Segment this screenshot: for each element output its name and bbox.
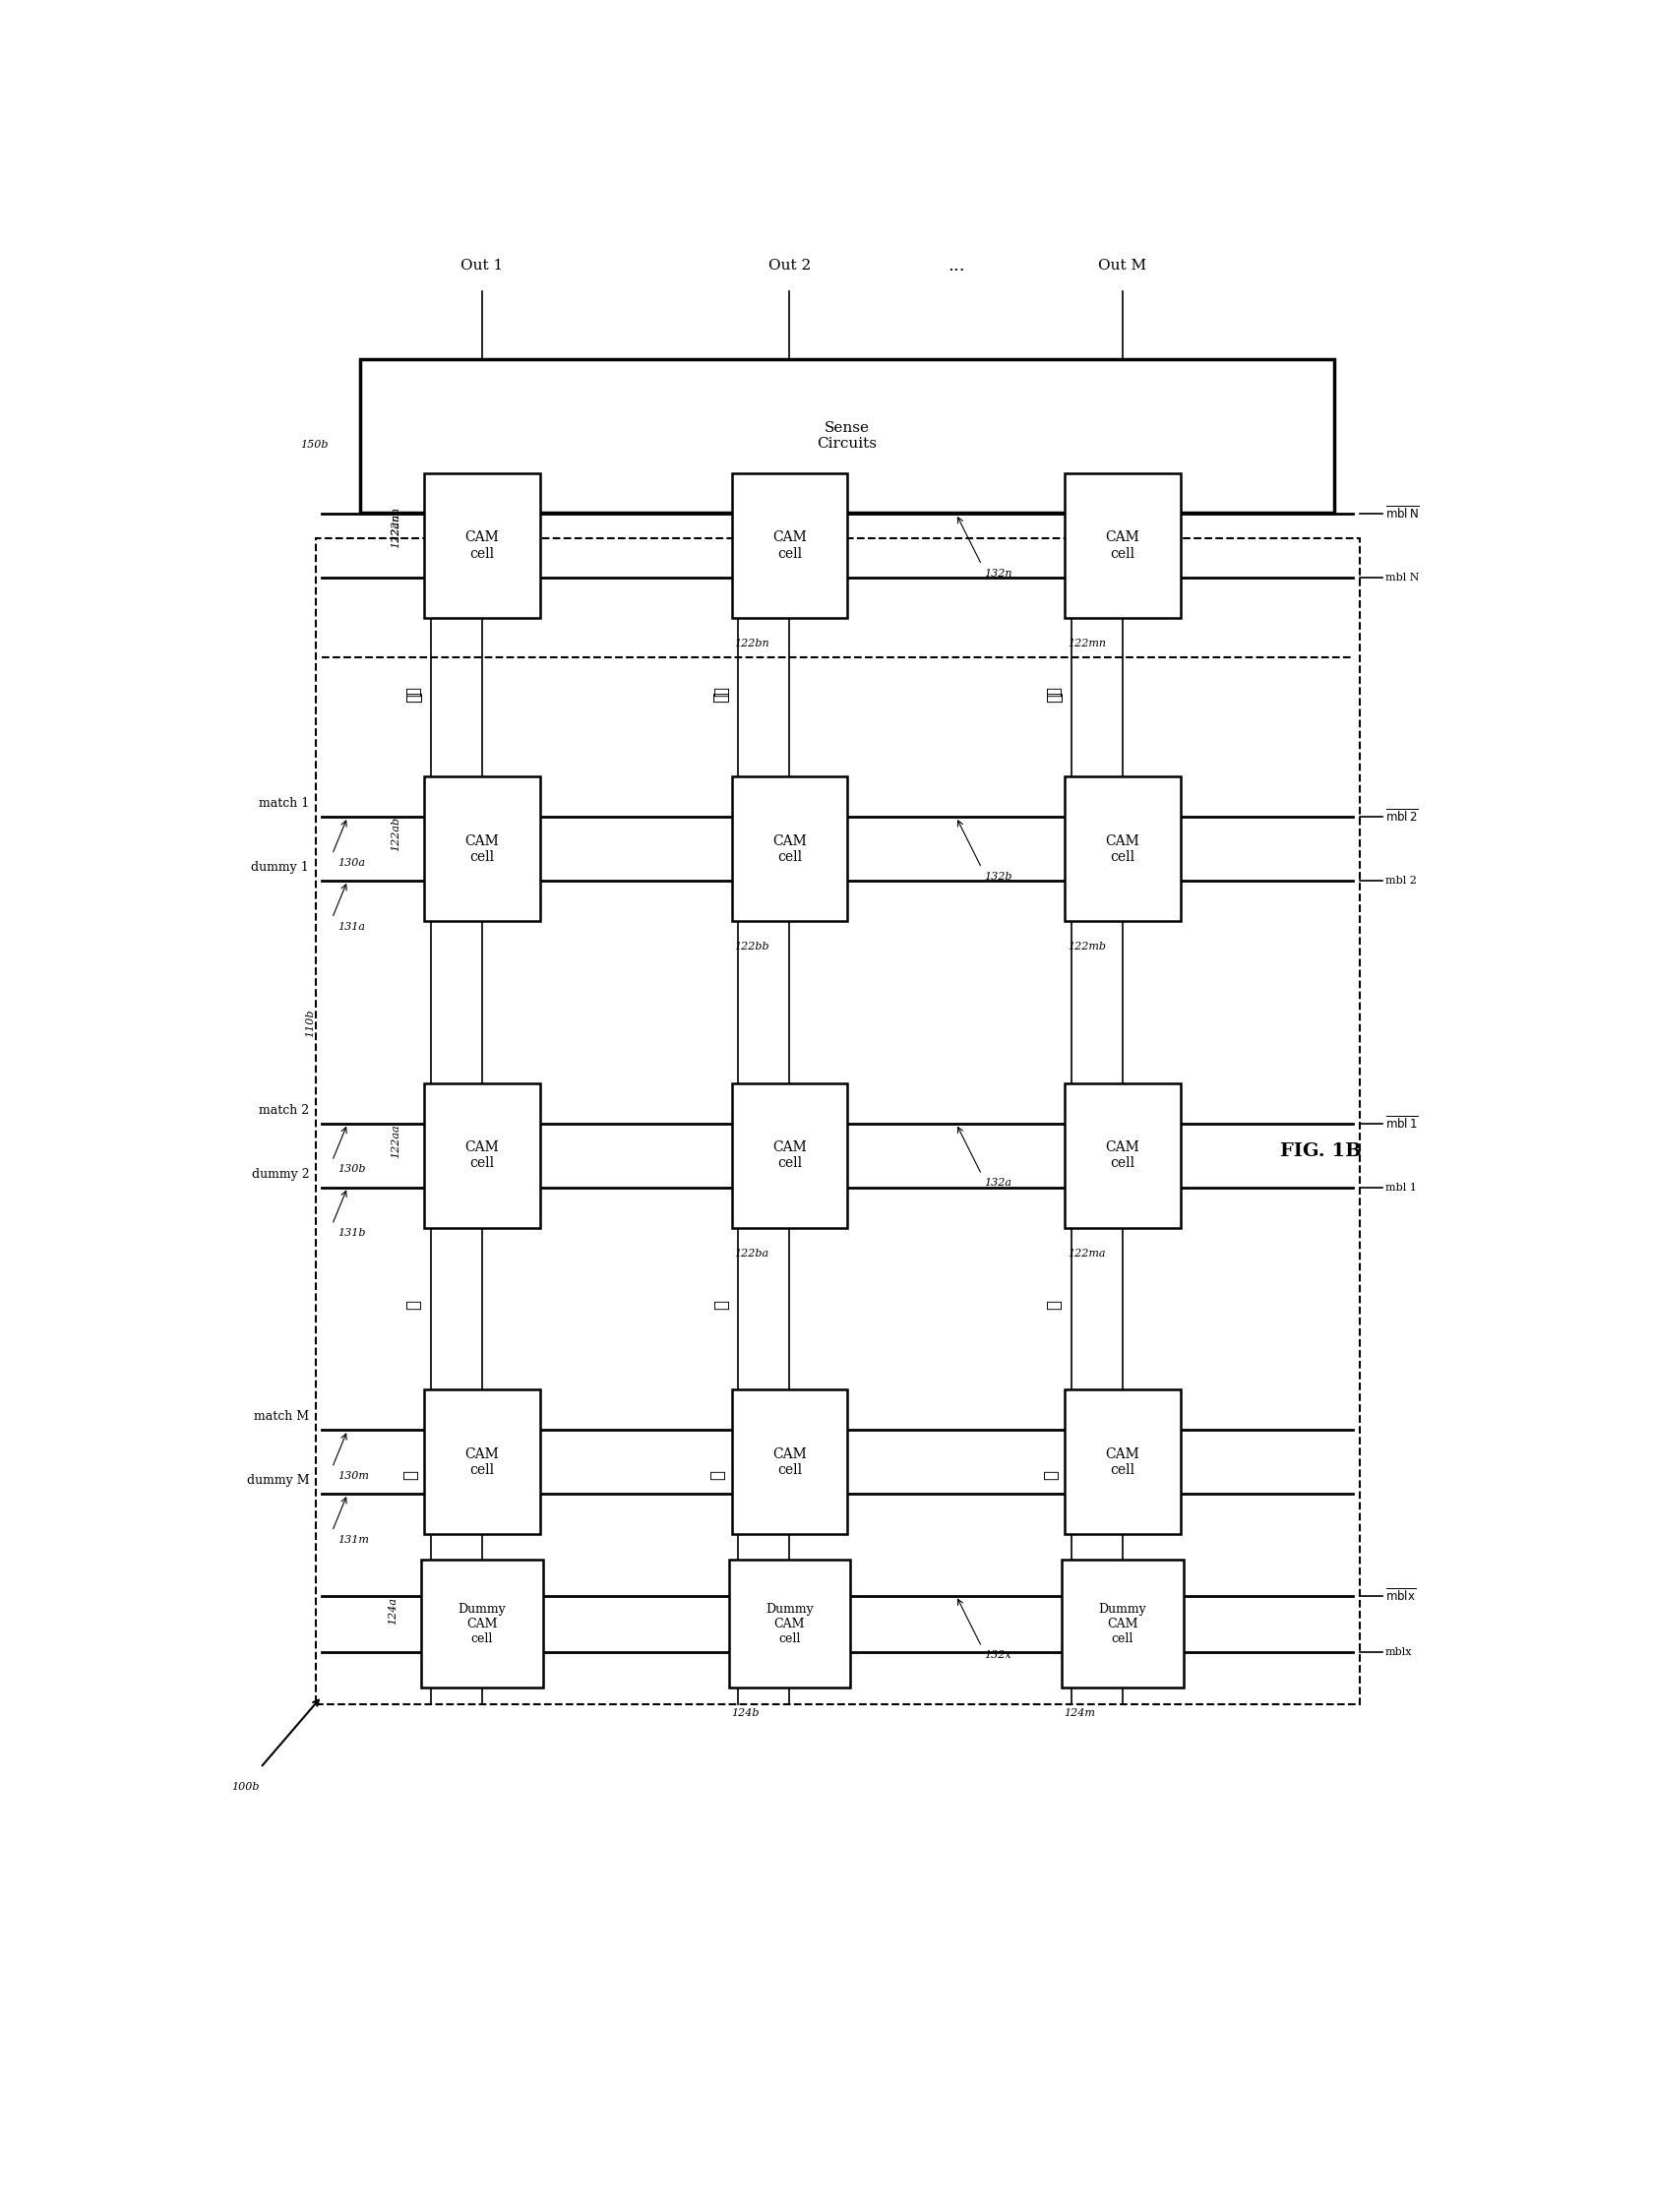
- Bar: [732, 1084, 848, 1228]
- Text: ⋯: ⋯: [711, 1469, 727, 1480]
- Text: 132a: 132a: [984, 1179, 1012, 1188]
- Text: 130m: 130m: [337, 1471, 369, 1480]
- Text: $\overline{\mathrm{mbl\,N}}$: $\overline{\mathrm{mbl\,N}}$: [1385, 507, 1420, 522]
- Text: 132n: 132n: [984, 568, 1012, 577]
- Text: Out 1: Out 1: [461, 259, 503, 272]
- Bar: [729, 1559, 850, 1688]
- Text: 122aa: 122aa: [392, 1124, 402, 1157]
- Text: mbl 1: mbl 1: [1385, 1181, 1417, 1192]
- Bar: [1065, 776, 1180, 920]
- Text: CAM
cell: CAM cell: [464, 1447, 499, 1478]
- Text: CAM
cell: CAM cell: [772, 531, 807, 560]
- Text: dummy 2: dummy 2: [251, 1168, 309, 1181]
- Text: dummy M: dummy M: [246, 1473, 309, 1486]
- Text: ⋯: ⋯: [1046, 686, 1063, 697]
- Text: ⋯: ⋯: [1046, 1298, 1063, 1310]
- Text: 122bn: 122bn: [734, 639, 770, 648]
- Bar: [360, 358, 1334, 513]
- Text: ⋯: ⋯: [1046, 692, 1063, 703]
- Text: dummy 1: dummy 1: [251, 860, 309, 874]
- Text: 130a: 130a: [337, 858, 365, 867]
- Text: 122bb: 122bb: [734, 942, 770, 951]
- Text: 110b: 110b: [306, 1009, 316, 1037]
- Text: 122ba: 122ba: [734, 1248, 769, 1259]
- Text: ⋯: ⋯: [403, 1469, 420, 1480]
- Text: FIG. 1B: FIG. 1B: [1281, 1141, 1362, 1159]
- Text: mbl N: mbl N: [1385, 573, 1420, 582]
- Text: 122ma: 122ma: [1068, 1248, 1106, 1259]
- Text: 122mb: 122mb: [1068, 942, 1106, 951]
- Bar: [425, 1389, 539, 1535]
- Text: CAM
cell: CAM cell: [772, 834, 807, 863]
- Text: 150b: 150b: [301, 440, 329, 449]
- Text: 132b: 132b: [984, 872, 1012, 880]
- Text: Out M: Out M: [1099, 259, 1147, 272]
- Bar: [316, 538, 1359, 1705]
- Text: CAM
cell: CAM cell: [1106, 834, 1139, 863]
- Text: ⋯: ⋯: [405, 1298, 423, 1310]
- Text: 122ab: 122ab: [392, 816, 402, 852]
- Bar: [425, 1084, 539, 1228]
- Text: 124a: 124a: [388, 1597, 398, 1626]
- Text: CAM
cell: CAM cell: [1106, 531, 1139, 560]
- Text: ⋯: ⋯: [712, 1298, 731, 1310]
- Bar: [425, 473, 539, 617]
- Bar: [732, 776, 848, 920]
- Text: CAM
cell: CAM cell: [464, 1141, 499, 1170]
- Text: Dummy
CAM
cell: Dummy CAM cell: [765, 1604, 813, 1646]
- Text: CAM
cell: CAM cell: [464, 531, 499, 560]
- Text: match 1: match 1: [258, 796, 309, 810]
- Bar: [1065, 473, 1180, 617]
- Text: $\overline{\mathrm{mbl\,2}}$: $\overline{\mathrm{mbl\,2}}$: [1385, 810, 1418, 825]
- Text: Sense
Circuits: Sense Circuits: [817, 420, 878, 451]
- Bar: [1065, 1084, 1180, 1228]
- Text: ⋯: ⋯: [405, 686, 423, 697]
- Text: ⋯: ⋯: [1043, 1469, 1060, 1480]
- Bar: [1065, 1389, 1180, 1535]
- Text: 122mn: 122mn: [1068, 639, 1106, 648]
- Text: $\overline{\mathrm{mblx}}$: $\overline{\mathrm{mblx}}$: [1385, 1588, 1417, 1604]
- Text: CAM
cell: CAM cell: [1106, 1447, 1139, 1478]
- Bar: [732, 473, 848, 617]
- Text: 124m: 124m: [1065, 1708, 1096, 1719]
- Text: Out 2: Out 2: [769, 259, 810, 272]
- Text: 100b: 100b: [231, 1781, 260, 1792]
- Text: ⋯: ⋯: [405, 692, 423, 703]
- Text: match M: match M: [255, 1411, 309, 1422]
- Text: CAM
cell: CAM cell: [464, 834, 499, 863]
- Text: 131b: 131b: [337, 1228, 365, 1239]
- Bar: [422, 1559, 542, 1688]
- Text: 131m: 131m: [337, 1535, 369, 1544]
- Bar: [1061, 1559, 1184, 1688]
- Text: match 2: match 2: [260, 1104, 309, 1117]
- Text: mbl 2: mbl 2: [1385, 876, 1417, 885]
- Text: ...: ...: [947, 257, 965, 274]
- Text: CAM
cell: CAM cell: [772, 1447, 807, 1478]
- Text: 122an: 122an: [392, 507, 402, 542]
- Bar: [425, 776, 539, 920]
- Text: 124b: 124b: [731, 1708, 759, 1719]
- Text: $\overline{\mathrm{mbl\,1}}$: $\overline{\mathrm{mbl\,1}}$: [1385, 1115, 1418, 1133]
- Text: 131a: 131a: [337, 922, 365, 931]
- Text: CAM
cell: CAM cell: [1106, 1141, 1139, 1170]
- Text: mblx: mblx: [1385, 1648, 1412, 1657]
- Text: Dummy
CAM
cell: Dummy CAM cell: [458, 1604, 506, 1646]
- Text: Dummy
CAM
cell: Dummy CAM cell: [1099, 1604, 1147, 1646]
- Bar: [732, 1389, 848, 1535]
- Text: 122an: 122an: [392, 513, 402, 549]
- Text: 132x: 132x: [984, 1650, 1012, 1659]
- Text: 130b: 130b: [337, 1164, 365, 1175]
- Text: ⋯: ⋯: [712, 686, 731, 697]
- Text: CAM
cell: CAM cell: [772, 1141, 807, 1170]
- Text: ⋯: ⋯: [712, 692, 731, 703]
